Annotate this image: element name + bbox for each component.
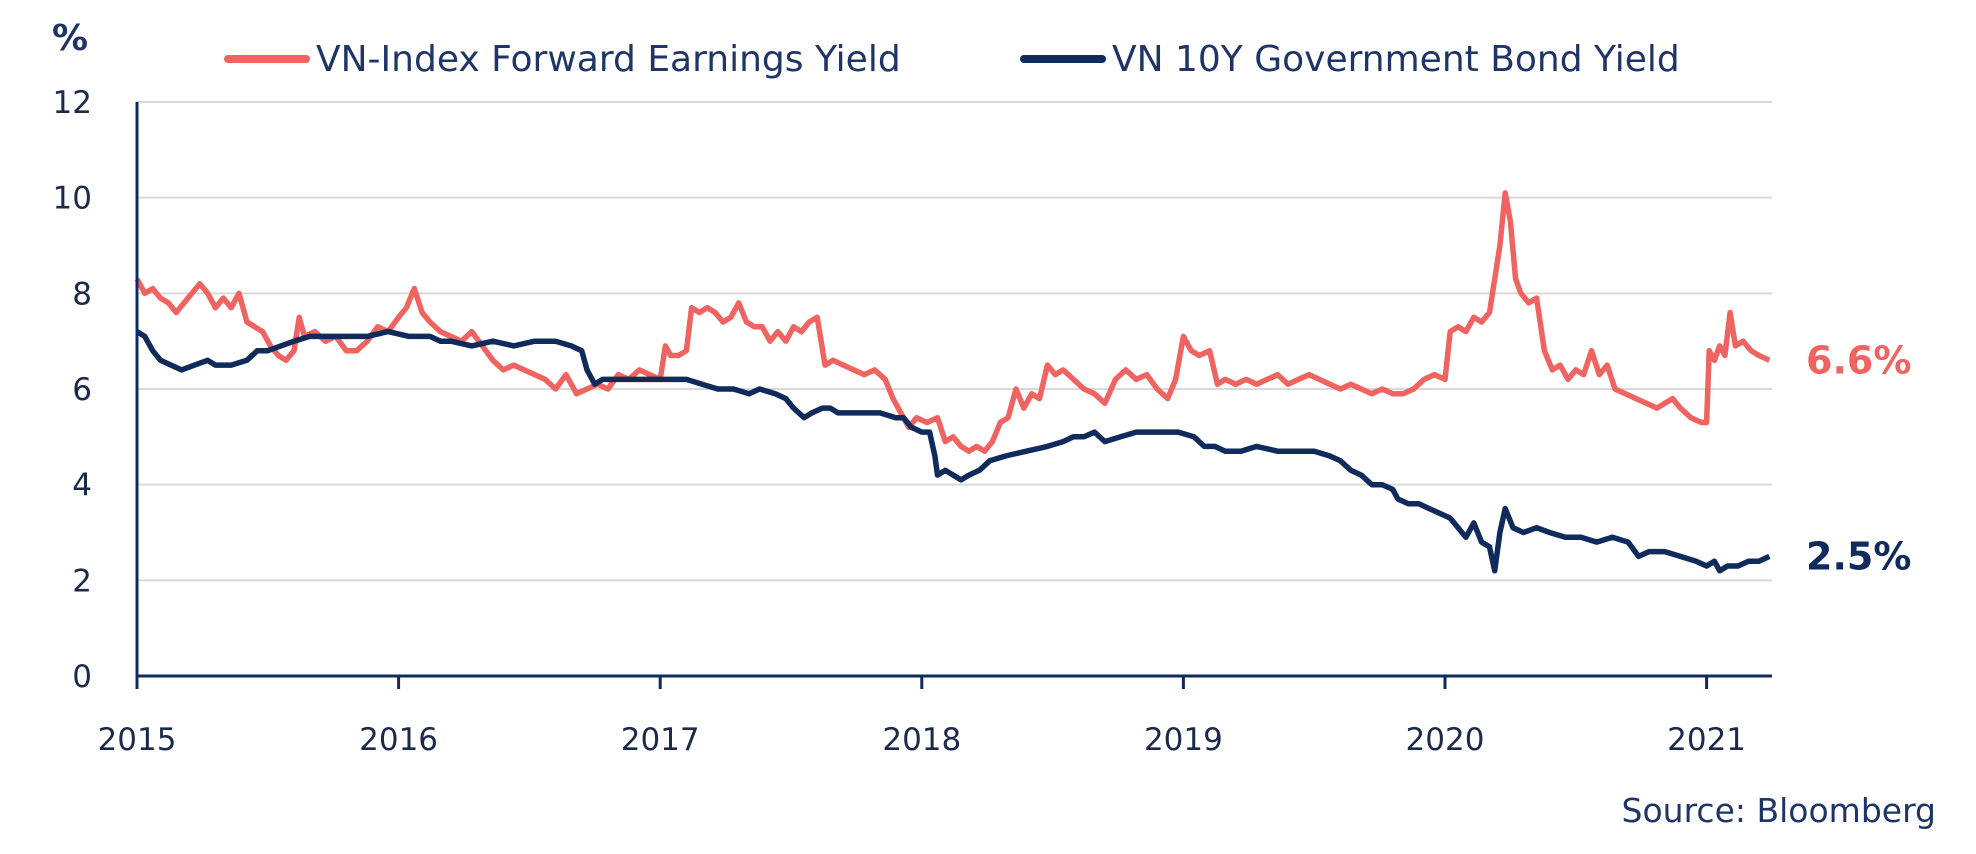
x-tick-label: 2017 [621,722,700,758]
series-line-earnings-yield [134,190,1771,454]
y-unit-label: % [52,18,88,59]
end-label-earnings-yield: 6.6% [1806,338,1911,382]
y-tick-label: 0 [72,659,92,695]
x-tick-label: 2015 [98,722,177,758]
legend-label-bond-yield: VN 10Y Government Bond Yield [1112,39,1680,80]
gridlines [137,101,1772,582]
legend-label-earnings-yield: VN-Index Forward Earnings Yield [316,39,901,80]
series-line-bond-yield [135,328,1771,574]
y-tick-label: 2 [72,563,92,599]
legend: VN-Index Forward Earnings Yield VN 10Y G… [224,39,1680,80]
y-tick-label: 8 [72,276,92,312]
x-tick-label: 2021 [1667,722,1746,758]
y-axis-ticks: 0 2 4 6 8 10 12 [53,85,92,695]
x-axis-ticks: 2015 2016 2017 2018 2019 2020 2021 [98,676,1746,758]
x-tick-label: 2016 [359,722,438,758]
x-tick-label: 2018 [882,722,961,758]
x-tick-label: 2020 [1406,722,1485,758]
end-label-bond-yield: 2.5% [1806,534,1911,578]
y-tick-label: 12 [53,85,92,121]
series-layer [134,190,1771,574]
y-tick-label: 10 [53,181,92,217]
x-tick-label: 2019 [1144,722,1223,758]
y-tick-label: 6 [72,372,92,408]
source-note: Source: Bloomberg [1622,791,1936,830]
y-tick-label: 4 [72,468,92,504]
